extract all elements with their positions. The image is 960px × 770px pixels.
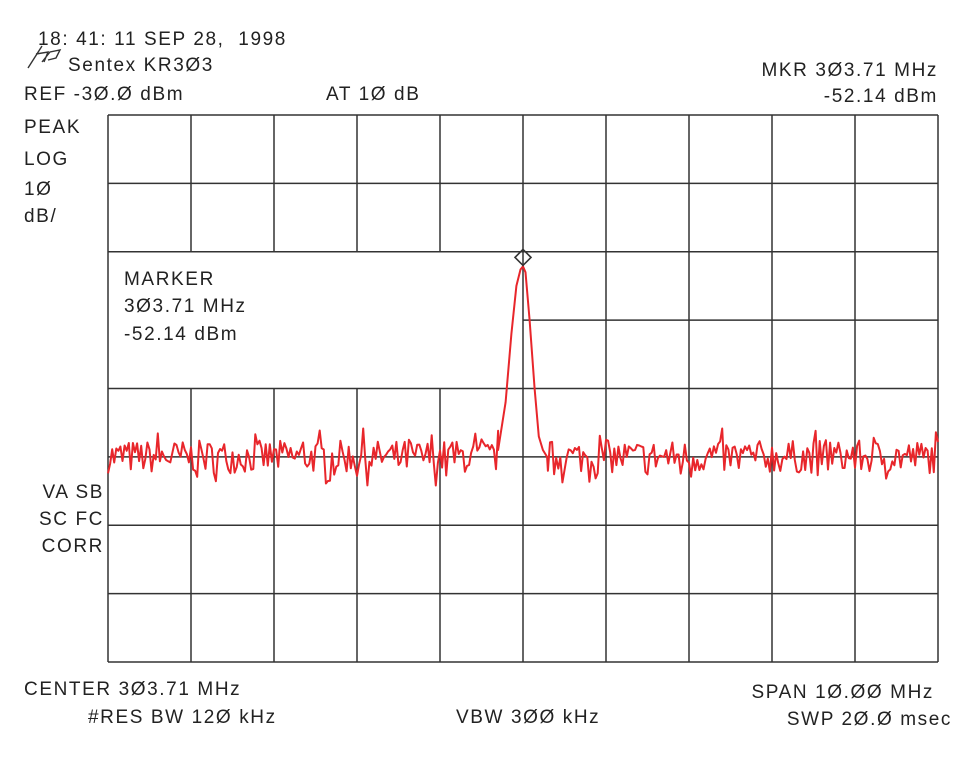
ref-level: REF -3Ø.Ø dBm bbox=[24, 84, 185, 105]
marker-box-level: -52.14 dBm bbox=[124, 324, 239, 345]
marker-frequency-readout: MKR 3Ø3.71 MHz bbox=[761, 60, 938, 81]
resolution-bandwidth: #RES BW 12Ø kHz bbox=[88, 707, 277, 728]
detector-label: PEAK bbox=[24, 117, 82, 138]
flags-1: VA SB bbox=[42, 482, 104, 503]
marker-box-title: MARKER bbox=[124, 269, 215, 290]
grid bbox=[107, 114, 939, 663]
sweep-time: SWP 2Ø.Ø msec bbox=[786, 709, 952, 730]
flags-3: CORR bbox=[41, 536, 104, 557]
hp-logo bbox=[27, 45, 62, 69]
attenuation: AT 1Ø dB bbox=[326, 84, 421, 105]
marker-diamond bbox=[513, 248, 533, 267]
video-bandwidth: VBW 3ØØ kHz bbox=[456, 707, 601, 728]
scale-unit-label: dB/ bbox=[24, 206, 58, 227]
flags-2: SC FC bbox=[39, 509, 104, 530]
span: SPAN 1Ø.ØØ MHz bbox=[751, 682, 934, 703]
timestamp: 18: 41: 11 SEP 28, 1998 bbox=[38, 29, 287, 50]
spectrum-trace bbox=[107, 265, 939, 487]
scale-value-label: 1Ø bbox=[24, 179, 53, 200]
scale-type-label: LOG bbox=[24, 149, 69, 170]
device-title: Sentex KR3Ø3 bbox=[68, 55, 214, 76]
marker-box-frequency: 3Ø3.71 MHz bbox=[124, 296, 247, 317]
marker-level-readout: -52.14 dBm bbox=[823, 86, 938, 107]
center-frequency: CENTER 3Ø3.71 MHz bbox=[24, 679, 242, 700]
